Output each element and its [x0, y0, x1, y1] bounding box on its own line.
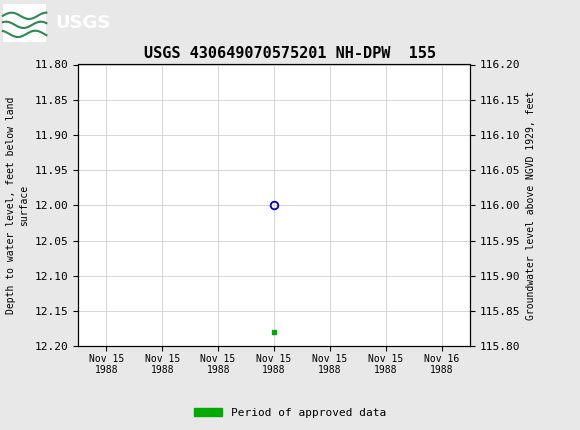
Text: USGS 430649070575201 NH-DPW  155: USGS 430649070575201 NH-DPW 155 [144, 46, 436, 61]
Legend: Period of approved data: Period of approved data [190, 403, 390, 422]
Y-axis label: Groundwater level above NGVD 1929, feet: Groundwater level above NGVD 1929, feet [525, 91, 535, 320]
Y-axis label: Depth to water level, feet below land
surface: Depth to water level, feet below land su… [6, 97, 29, 314]
Text: USGS: USGS [55, 14, 110, 31]
FancyBboxPatch shape [3, 3, 46, 42]
